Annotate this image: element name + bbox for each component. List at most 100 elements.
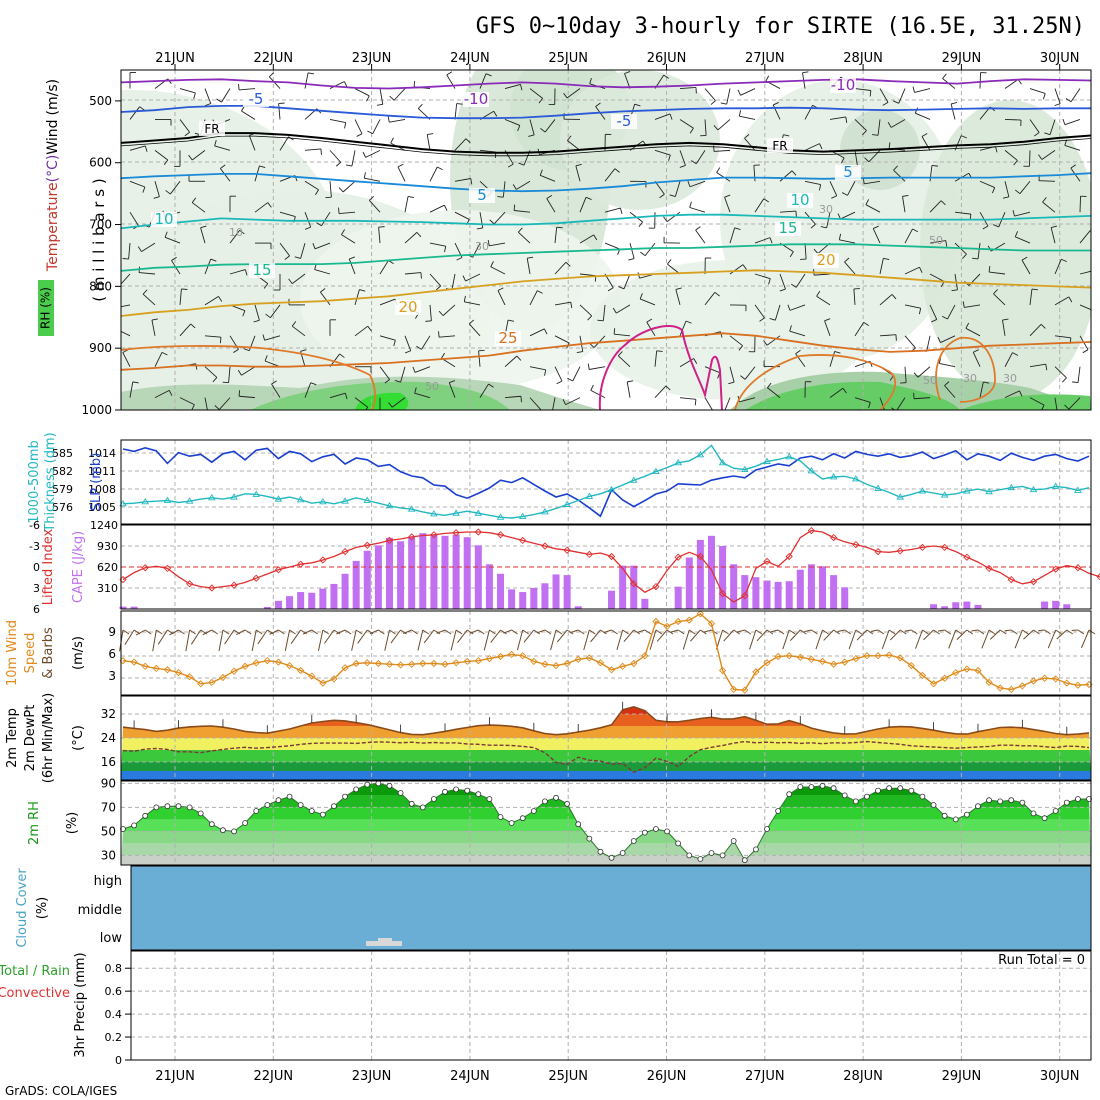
wind-barb-flag xyxy=(734,227,741,230)
wind10m-barb xyxy=(523,629,535,643)
wind-barb-flag xyxy=(779,288,786,292)
rh-point xyxy=(1008,797,1015,804)
wind10m-barb xyxy=(670,629,679,633)
isotherm-25-surface xyxy=(121,345,376,410)
wind10m-barb xyxy=(590,629,601,643)
wind10m-point xyxy=(652,617,660,626)
thickness-point xyxy=(363,496,372,503)
thickness-point xyxy=(452,509,460,516)
wind-barb-flag xyxy=(210,258,217,262)
wind-barb-flag xyxy=(315,189,319,196)
wind-barb-flag xyxy=(520,84,523,91)
wind10m-point xyxy=(974,666,982,675)
wind-barb xyxy=(504,395,521,399)
wind-barb xyxy=(865,204,881,213)
wind10m-unit: (m/s) xyxy=(71,636,86,670)
wind-barb-flag xyxy=(115,282,119,286)
wind-barb xyxy=(354,119,363,135)
wind-barb xyxy=(454,138,467,151)
cape-bar xyxy=(707,535,715,609)
wind-barb-flag xyxy=(1072,381,1079,384)
rh-point xyxy=(475,791,482,798)
rh-point xyxy=(852,798,859,805)
wind-barb-flag xyxy=(888,142,891,149)
wind-barb xyxy=(1029,119,1040,133)
wind-barb xyxy=(154,150,169,161)
rh-tick-label: 50 xyxy=(101,824,116,838)
wind-barb xyxy=(468,323,481,337)
wind-barb xyxy=(754,304,765,319)
wind10m-point xyxy=(285,661,294,670)
rh-point xyxy=(1041,815,1048,822)
thickness-point xyxy=(985,487,993,495)
wind-barb-flag xyxy=(1052,413,1058,414)
wind-barb-flag xyxy=(253,319,260,323)
wind10m-barb-flag xyxy=(944,629,951,635)
rh-point xyxy=(1074,796,1081,802)
wind-barb-flag xyxy=(693,358,698,364)
rh-point xyxy=(564,800,571,807)
wind-barb xyxy=(604,207,621,213)
thickness-line xyxy=(122,444,1090,519)
wind-barb-flag xyxy=(1031,288,1038,291)
wind-barb xyxy=(726,88,731,105)
wind10m-point xyxy=(874,652,882,660)
wind-barb-flag xyxy=(624,71,631,74)
wind-barb-flag xyxy=(567,377,573,382)
rh-point xyxy=(542,798,548,805)
wind-barb-flag xyxy=(738,345,743,351)
lifted-index-point xyxy=(363,541,371,549)
wind10m-barb xyxy=(603,629,612,634)
wind-barb-flag xyxy=(679,164,686,168)
wind10m-point xyxy=(452,659,460,667)
thickness-point xyxy=(230,493,238,500)
rh-point xyxy=(231,828,237,835)
wind-barb-flag xyxy=(1038,154,1043,160)
wind10m-label: 10m Wind xyxy=(5,620,20,686)
wind-barb xyxy=(151,320,156,336)
temp2m-label: 2m Temp xyxy=(5,708,20,768)
wind-barb xyxy=(1054,88,1061,104)
cloud-high-label: high xyxy=(94,874,122,889)
wind-barb xyxy=(774,304,781,321)
wind-barb-flag xyxy=(563,92,568,99)
wind-barb xyxy=(914,397,931,400)
lifted-index-point xyxy=(696,552,705,561)
wind10m-point xyxy=(263,657,271,665)
wind-barb xyxy=(740,88,756,96)
wind-barb-flag xyxy=(982,225,989,230)
wind-barb xyxy=(393,88,406,101)
wind-barb xyxy=(914,88,931,93)
rh-point xyxy=(397,790,404,796)
wind10m-barb-flag xyxy=(322,629,330,635)
lifted-cape-panel: -6 -3 0 3 6 1240 930 620 310 Lifted Index CAPE (… xyxy=(29,519,1100,616)
wind10m-barb xyxy=(257,629,268,645)
rh-point xyxy=(308,808,315,814)
isotherm-5 xyxy=(121,243,1091,272)
precip-tick-label: 0.8 xyxy=(105,962,123,975)
thickness-point xyxy=(407,505,416,512)
wind-barb xyxy=(529,366,546,371)
wind-barb-flag xyxy=(665,385,671,391)
wind-barb xyxy=(354,88,370,97)
wind-barb xyxy=(679,86,696,89)
minmax-label: (6hr Min/Max) xyxy=(41,693,56,783)
wind10m-barb-flag xyxy=(455,629,463,635)
rh-band xyxy=(121,843,1091,856)
thickness-point xyxy=(585,492,594,499)
cape-bar xyxy=(674,586,682,609)
cape-bar xyxy=(319,588,327,609)
wind10m-barb xyxy=(135,629,146,636)
wind-barb-flag xyxy=(983,381,990,384)
run-total-label: Run Total = 0 xyxy=(998,953,1085,968)
wind10m-barb xyxy=(224,629,235,645)
wind-barb-flag xyxy=(516,355,522,361)
wind-barb-flag xyxy=(738,110,742,117)
wind-barb xyxy=(372,119,381,134)
isotherm-label: 5 xyxy=(477,186,487,204)
wind-barb-flag xyxy=(1045,364,1048,371)
wind10m-point xyxy=(430,659,438,668)
lifted-index-point xyxy=(496,531,505,539)
upper-air-y-label: Temperature(°C)Wind(m/s) xyxy=(45,79,61,272)
wind-barb-flag xyxy=(470,178,473,185)
